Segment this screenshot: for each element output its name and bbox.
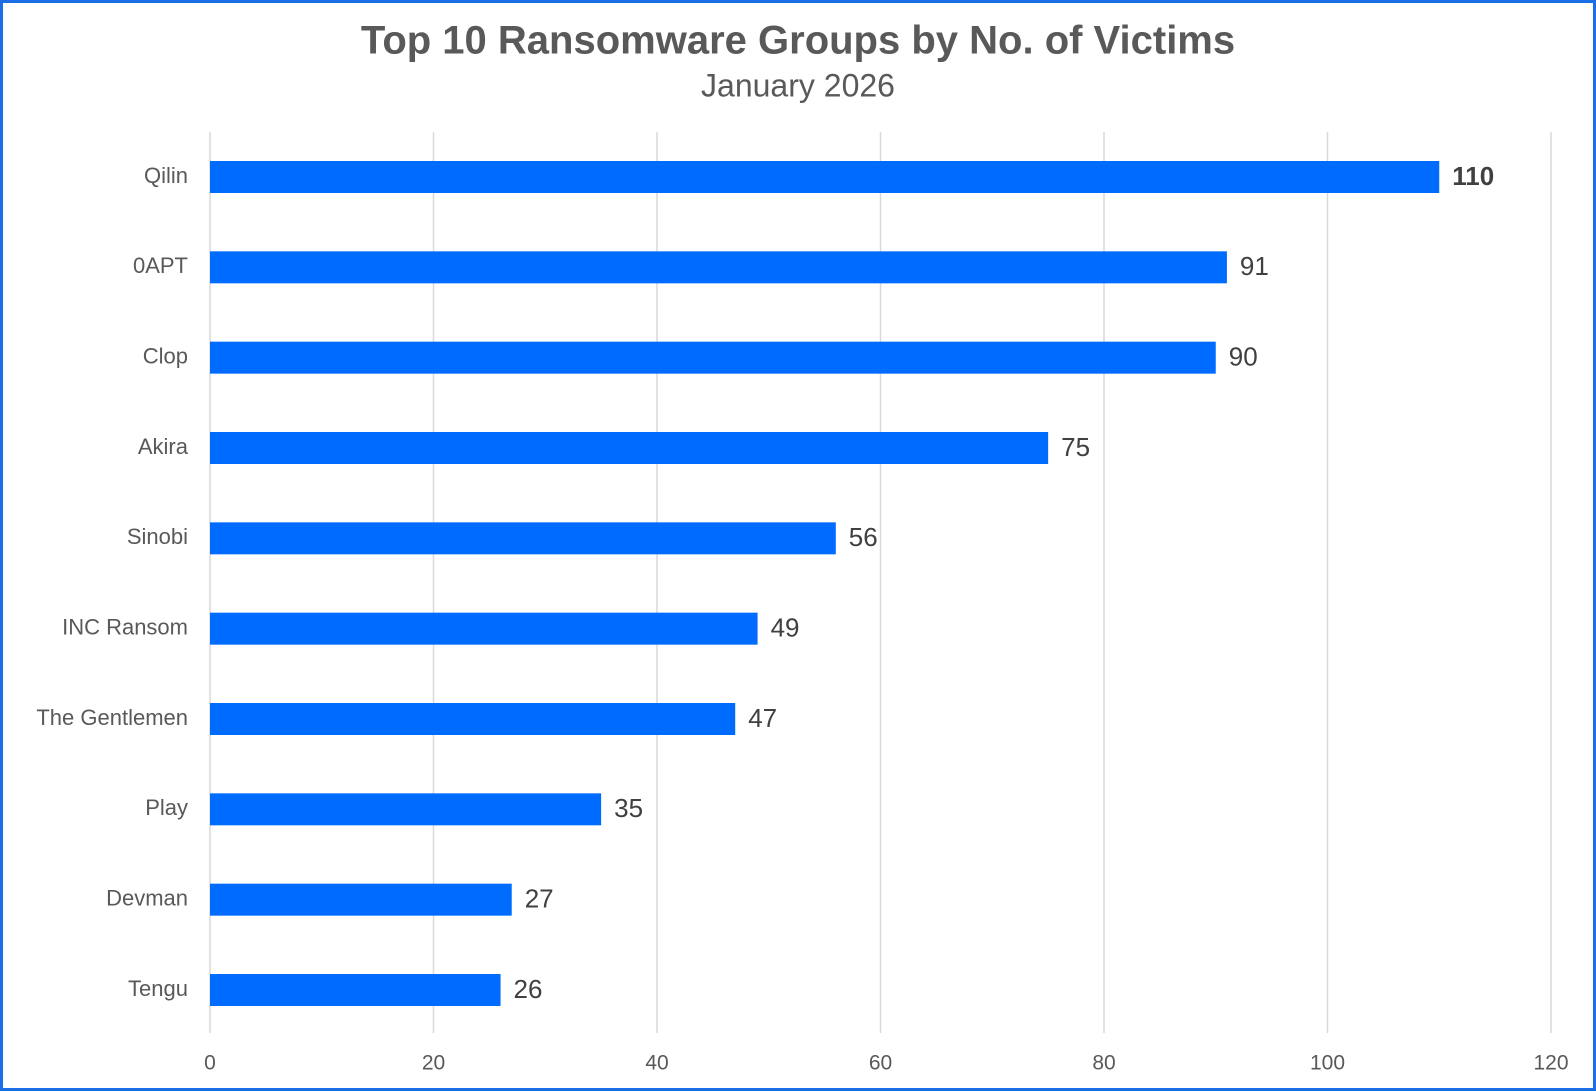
y-tick-label: Akira [138,434,189,459]
x-tick-label: 40 [645,1052,668,1075]
x-tick-label: 80 [1092,1052,1115,1075]
bar [210,974,501,1006]
bar [210,793,602,826]
x-tick-label: 20 [422,1052,445,1075]
data-label: 110 [1452,161,1494,191]
bar [210,161,1440,193]
data-label: 26 [514,974,543,1004]
bar [210,883,512,916]
data-label: 35 [614,793,643,823]
x-tick-label: 100 [1310,1052,1345,1075]
data-label: 27 [525,884,554,914]
data-label: 47 [748,703,777,733]
y-tick-label: The Gentlemen [36,705,188,730]
x-tick-label: 0 [204,1052,216,1075]
bar [210,522,836,555]
bar [210,251,1227,284]
y-tick-label: Qilin [144,163,188,188]
bar [210,612,758,645]
y-tick-label: Devman [106,885,188,910]
y-tick-label: 0APT [133,253,188,278]
data-label: 49 [771,613,800,643]
y-tick-label: Play [145,795,188,820]
y-tick-label: Clop [143,343,188,368]
data-label: 91 [1240,251,1269,281]
y-tick-label: INC Ransom [62,614,188,639]
data-label: 90 [1229,342,1258,372]
chart-subtitle: January 2026 [701,67,895,103]
y-tick-label: Tengu [128,976,188,1001]
x-tick-label: 120 [1533,1052,1568,1075]
bar [210,703,736,735]
data-label: 75 [1061,432,1090,462]
x-tick-label: 60 [869,1052,892,1075]
chart-title: Top 10 Ransomware Groups by No. of Victi… [361,19,1235,63]
data-label: 56 [849,522,878,552]
bar [210,341,1216,374]
y-tick-label: Sinobi [127,524,188,549]
bar [210,432,1049,464]
